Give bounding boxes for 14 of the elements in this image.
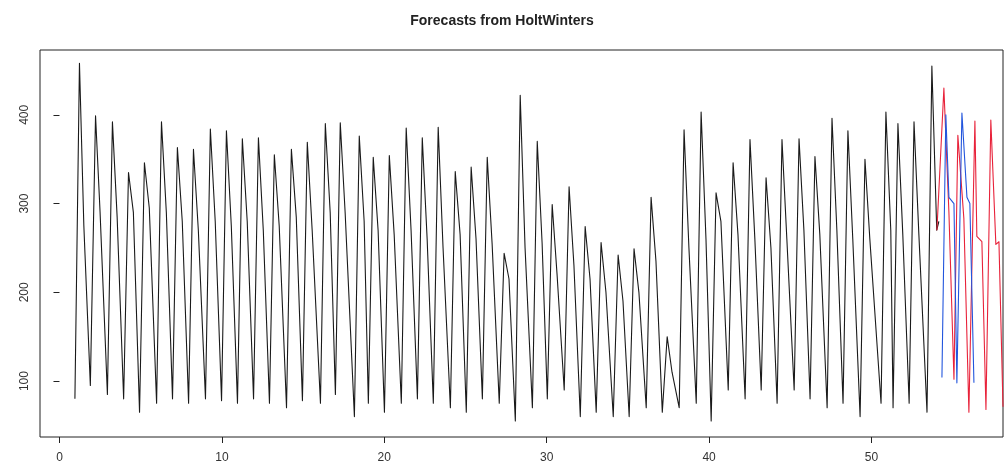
x-tick-label: 10: [215, 450, 229, 464]
x-tick-label: 40: [702, 450, 717, 464]
x-tick-label: 30: [539, 450, 554, 464]
chart-title: Forecasts from HoltWinters: [410, 12, 594, 28]
y-tick-label: 400: [17, 104, 31, 125]
x-tick-label: 50: [864, 450, 879, 464]
line-series: [936, 87, 1004, 413]
x-tick-label: 20: [377, 450, 392, 464]
y-tick-label: 200: [17, 281, 31, 303]
line-series: [74, 62, 940, 422]
line-series: [941, 112, 975, 384]
x-tick-label: 0: [56, 450, 64, 464]
y-tick-label: 300: [17, 193, 31, 214]
y-tick-label: 100: [17, 370, 31, 392]
